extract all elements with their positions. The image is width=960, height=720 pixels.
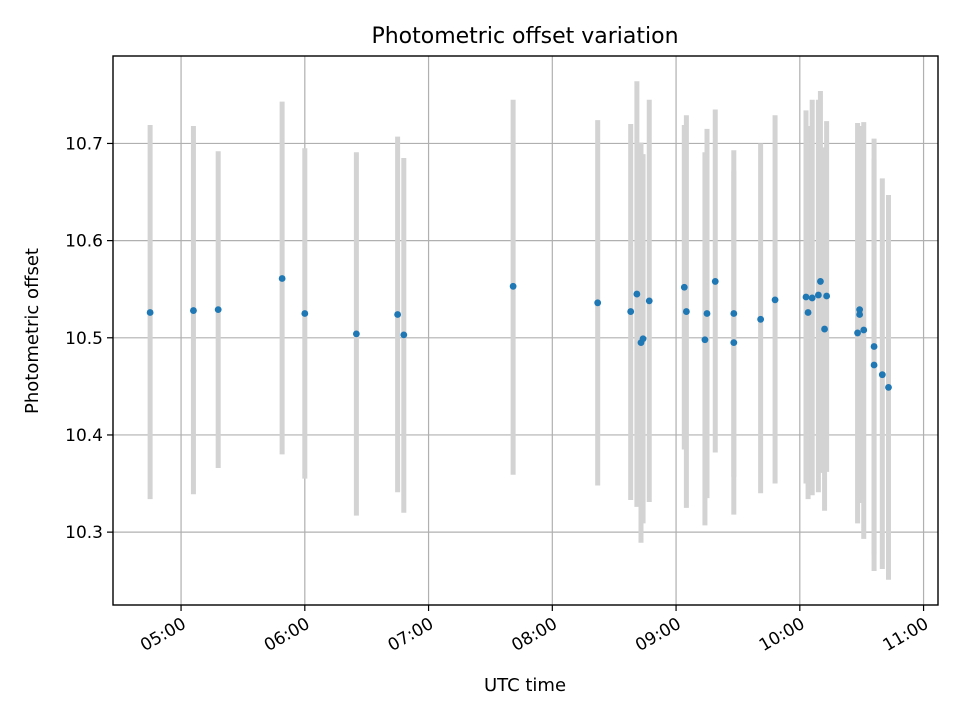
data-point [870, 361, 878, 369]
data-point [823, 292, 831, 300]
data-point [802, 293, 810, 301]
data-point [817, 278, 824, 285]
data-point [645, 297, 653, 305]
data-point [400, 331, 408, 339]
y-tick-label: 10.7 [65, 134, 103, 154]
data-point [682, 308, 690, 315]
data-point [860, 326, 868, 334]
data-point [856, 311, 864, 318]
data-point [701, 336, 709, 344]
data-point [808, 294, 816, 302]
data-point [301, 310, 309, 317]
data-point [878, 371, 886, 379]
data-point [854, 329, 861, 337]
data-point [680, 283, 688, 291]
x-axis-label: UTC time [484, 675, 566, 696]
data-point [711, 278, 719, 285]
data-point [804, 309, 812, 316]
data-point [814, 291, 822, 299]
data-point [633, 290, 641, 298]
data-point [771, 296, 779, 304]
data-point [594, 299, 602, 307]
data-point [278, 275, 286, 282]
data-point [214, 306, 222, 314]
data-point [352, 330, 360, 338]
data-point [703, 310, 711, 317]
y-axis-label: Photometric offset [22, 248, 43, 414]
data-point [821, 325, 828, 333]
data-point [730, 310, 738, 317]
y-tick-label: 10.5 [65, 329, 103, 349]
data-point [757, 315, 765, 323]
y-tick-label: 10.3 [65, 523, 103, 543]
data-point [190, 307, 197, 314]
y-tick-label: 10.4 [65, 426, 103, 446]
data-point [509, 282, 517, 290]
data-point [730, 339, 738, 347]
data-point [885, 383, 892, 391]
y-tick-label: 10.6 [65, 232, 103, 252]
data-point [639, 335, 647, 343]
plot-area-frame [112, 55, 939, 606]
data-point [394, 311, 402, 318]
data-points [146, 275, 892, 391]
data-point [856, 306, 864, 314]
data-point [627, 308, 635, 315]
data-point [870, 343, 878, 350]
data-point [146, 309, 154, 316]
chart-title: Photometric offset variation [371, 24, 678, 49]
